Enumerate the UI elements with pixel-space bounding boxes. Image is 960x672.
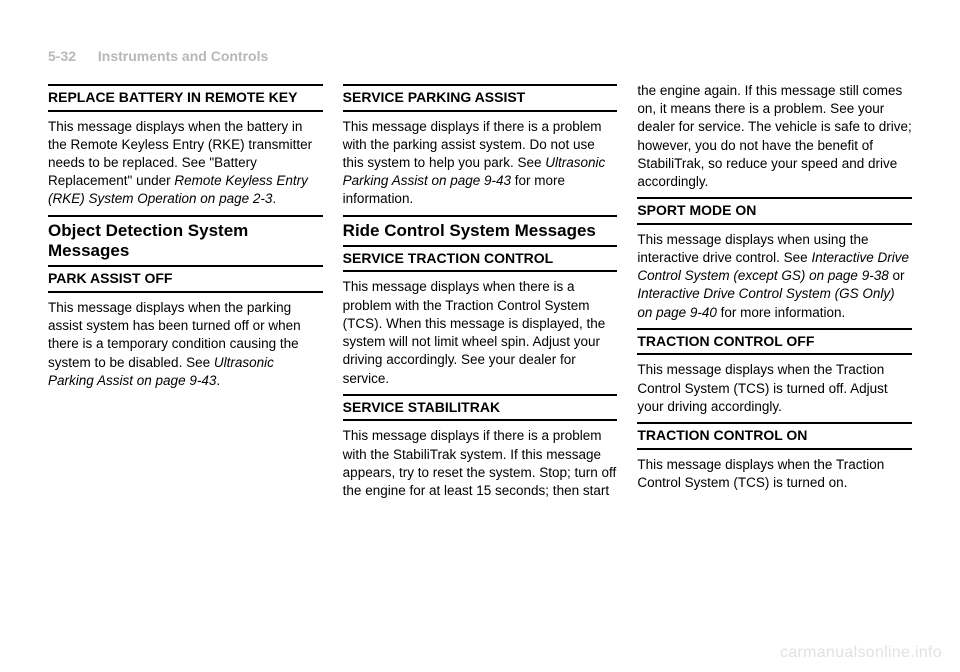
- page-number: 5-32: [48, 48, 76, 64]
- text: .: [272, 191, 276, 206]
- text: for more information.: [717, 305, 845, 320]
- page-header: 5-32 Instruments and Controls: [48, 48, 912, 64]
- content-columns: REPLACE BATTERY IN REMOTE KEY This messa…: [48, 82, 912, 506]
- msg-stabilitrak-continued: the engine again. If this message still …: [637, 82, 912, 191]
- section-object-detection: Object Detection System Messages: [48, 215, 323, 262]
- msg-traction-on-title: TRACTION CONTROL ON: [637, 422, 912, 450]
- column-3: the engine again. If this message still …: [637, 82, 912, 506]
- msg-park-assist-off-title: PARK ASSIST OFF: [48, 265, 323, 293]
- watermark: carmanualsonline.info: [780, 644, 942, 662]
- msg-service-stabilitrak-title: SERVICE STABILITRAK: [343, 394, 618, 422]
- msg-traction-on-body: This message displays when the Traction …: [637, 456, 912, 492]
- manual-page: 5-32 Instruments and Controls REPLACE BA…: [0, 0, 960, 672]
- column-1: REPLACE BATTERY IN REMOTE KEY This messa…: [48, 82, 323, 506]
- msg-service-stabilitrak-body: This message displays if there is a prob…: [343, 427, 618, 500]
- msg-service-parking-body: This message displays if there is a prob…: [343, 118, 618, 209]
- column-2: SERVICE PARKING ASSIST This message disp…: [343, 82, 618, 506]
- msg-service-parking-title: SERVICE PARKING ASSIST: [343, 84, 618, 112]
- msg-park-assist-off-body: This message displays when the parking a…: [48, 299, 323, 390]
- text: .: [216, 373, 220, 388]
- msg-traction-off-title: TRACTION CONTROL OFF: [637, 328, 912, 356]
- msg-replace-battery-body: This message displays when the battery i…: [48, 118, 323, 209]
- msg-service-traction-title: SERVICE TRACTION CONTROL: [343, 245, 618, 273]
- msg-service-traction-body: This message displays when there is a pr…: [343, 278, 618, 387]
- msg-traction-off-body: This message displays when the Traction …: [637, 361, 912, 416]
- text: or: [889, 268, 905, 283]
- msg-sport-mode-title: SPORT MODE ON: [637, 197, 912, 225]
- section-title: Instruments and Controls: [98, 48, 268, 64]
- msg-replace-battery-title: REPLACE BATTERY IN REMOTE KEY: [48, 84, 323, 112]
- section-ride-control: Ride Control System Messages: [343, 215, 618, 241]
- msg-sport-mode-body: This message displays when using the int…: [637, 231, 912, 322]
